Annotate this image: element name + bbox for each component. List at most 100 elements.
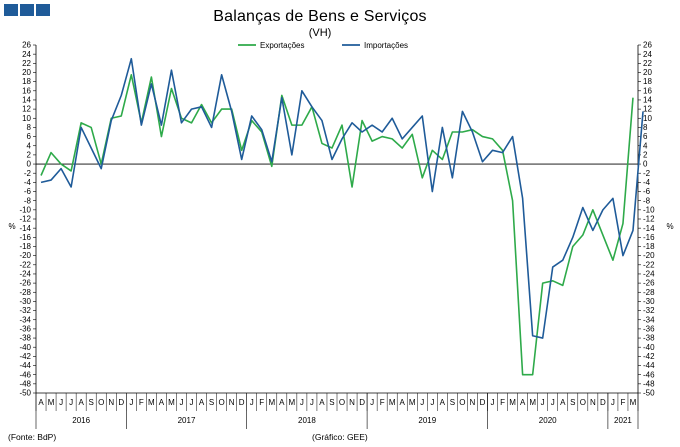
month-label: J bbox=[300, 398, 304, 407]
logo bbox=[4, 4, 50, 16]
y-tick-label: -8 bbox=[24, 196, 32, 205]
y-tick-label: 24 bbox=[643, 50, 652, 59]
y-tick-label: -34 bbox=[19, 315, 31, 324]
month-label: M bbox=[509, 398, 516, 407]
month-label: D bbox=[239, 398, 245, 407]
month-label: J bbox=[129, 398, 133, 407]
month-label: A bbox=[159, 398, 165, 407]
y-tick-label: 16 bbox=[22, 86, 31, 95]
y-tick-label: -38 bbox=[643, 334, 655, 343]
y-tick-label: -16 bbox=[643, 233, 655, 242]
month-label: F bbox=[259, 398, 264, 407]
y-tick-label: 4 bbox=[27, 141, 32, 150]
y-tick-label: -34 bbox=[643, 315, 655, 324]
y-tick-label: -14 bbox=[643, 224, 655, 233]
legend: Exportações Importações bbox=[238, 41, 408, 50]
y-tick-label: 2 bbox=[27, 150, 32, 159]
year-label: 2016 bbox=[72, 416, 90, 425]
year-label: 2017 bbox=[178, 416, 196, 425]
y-tick-label: 0 bbox=[643, 160, 648, 169]
month-label: S bbox=[209, 398, 214, 407]
y-tick-label: -48 bbox=[19, 379, 31, 388]
month-label: M bbox=[529, 398, 536, 407]
y-tick-label: -50 bbox=[643, 389, 655, 398]
year-label: 2020 bbox=[539, 416, 557, 425]
y-tick-label: 16 bbox=[643, 86, 652, 95]
y-tick-label: -44 bbox=[643, 361, 655, 370]
y-tick-label: 20 bbox=[22, 68, 31, 77]
month-label: M bbox=[48, 398, 55, 407]
y-tick-label: -24 bbox=[19, 270, 31, 279]
y-tick-label: 22 bbox=[643, 59, 652, 68]
y-tick-label: -6 bbox=[24, 187, 32, 196]
y-tick-label: -28 bbox=[643, 288, 655, 297]
legend-label-exportacoes: Exportações bbox=[260, 41, 304, 50]
y-tick-label: -8 bbox=[643, 196, 651, 205]
y-tick-label: 8 bbox=[643, 123, 648, 132]
y-tick-label: -22 bbox=[643, 260, 655, 269]
month-label: N bbox=[229, 398, 235, 407]
y-tick-label: -30 bbox=[19, 297, 31, 306]
month-label: M bbox=[148, 398, 155, 407]
month-label: J bbox=[420, 398, 424, 407]
y-tick-label: 26 bbox=[22, 41, 31, 50]
month-label: O bbox=[98, 398, 104, 407]
y-tick-label: -40 bbox=[19, 343, 31, 352]
y-tick-label: -4 bbox=[24, 178, 32, 187]
month-label: A bbox=[78, 398, 84, 407]
y-axis-label-right: % bbox=[666, 222, 673, 231]
y-tick-label: 18 bbox=[643, 77, 652, 86]
chart-title: Balanças de Bens e Serviços bbox=[213, 8, 427, 25]
y-tick-label: 8 bbox=[27, 123, 32, 132]
y-tick-label: 22 bbox=[22, 59, 31, 68]
y-tick-label: -42 bbox=[19, 352, 31, 361]
month-label: M bbox=[630, 398, 637, 407]
y-tick-label: 10 bbox=[22, 114, 31, 123]
month-label: J bbox=[551, 398, 555, 407]
y-tick-label: -36 bbox=[643, 324, 655, 333]
y-tick-label: -16 bbox=[19, 233, 31, 242]
y-tick-label: -2 bbox=[24, 169, 32, 178]
y-tick-label: -32 bbox=[19, 306, 31, 315]
y-tick-label: 2 bbox=[643, 150, 648, 159]
y-tick-label: -22 bbox=[19, 260, 31, 269]
logo-square bbox=[4, 4, 18, 16]
y-tick-label: -30 bbox=[643, 297, 655, 306]
y-tick-label: -44 bbox=[19, 361, 31, 370]
y-tick-label: -48 bbox=[643, 379, 655, 388]
y-tick-label: -26 bbox=[19, 279, 31, 288]
month-label: J bbox=[179, 398, 183, 407]
month-label: A bbox=[520, 398, 526, 407]
month-label: S bbox=[570, 398, 575, 407]
credit-note: (Gráfico: GEE) bbox=[312, 432, 368, 442]
y-tick-label: -26 bbox=[643, 279, 655, 288]
y-tick-label: -46 bbox=[19, 370, 31, 379]
y-tick-label: -36 bbox=[19, 324, 31, 333]
y-tick-label: 0 bbox=[27, 160, 32, 169]
month-label: O bbox=[459, 398, 465, 407]
y-tick-label: -28 bbox=[19, 288, 31, 297]
y-tick-label: -42 bbox=[643, 352, 655, 361]
y-tick-label: 14 bbox=[22, 96, 31, 105]
y-tick-label: -46 bbox=[643, 370, 655, 379]
month-label: J bbox=[59, 398, 63, 407]
month-label: S bbox=[329, 398, 334, 407]
month-label: N bbox=[470, 398, 476, 407]
month-label: A bbox=[319, 398, 325, 407]
y-tick-label: -20 bbox=[19, 251, 31, 260]
month-label: J bbox=[370, 398, 374, 407]
source-note: (Fonte: BdP) bbox=[8, 432, 57, 442]
y-axis-label-left: % bbox=[8, 222, 15, 231]
year-label: 2019 bbox=[418, 416, 436, 425]
y-tick-label: -18 bbox=[643, 242, 655, 251]
y-tick-label: 10 bbox=[643, 114, 652, 123]
month-label: J bbox=[430, 398, 434, 407]
month-label: A bbox=[440, 398, 446, 407]
y-tick-label: 12 bbox=[643, 105, 652, 114]
month-label: J bbox=[611, 398, 615, 407]
month-label: F bbox=[621, 398, 626, 407]
y-tick-label: 26 bbox=[643, 41, 652, 50]
month-label: F bbox=[500, 398, 505, 407]
y-tick-label: -12 bbox=[19, 215, 31, 224]
